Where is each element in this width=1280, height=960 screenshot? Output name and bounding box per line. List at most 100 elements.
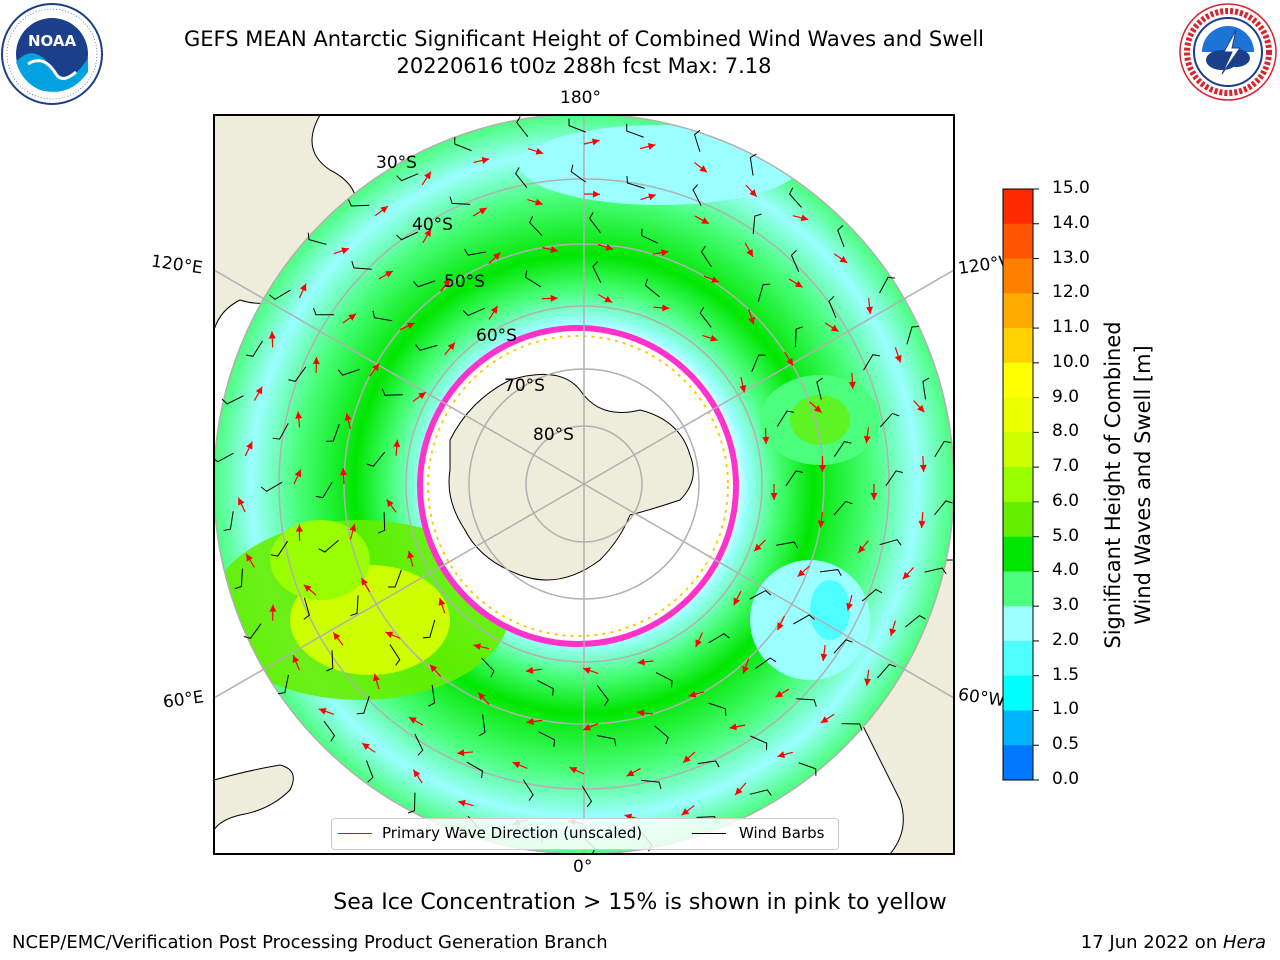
wind-barb	[422, 619, 436, 639]
wind-barb	[776, 541, 799, 549]
wave-arrow-head	[385, 631, 394, 639]
wind-barb	[885, 470, 903, 487]
wind-barb	[833, 639, 853, 654]
wind-barb	[596, 735, 617, 746]
wind-barb	[693, 129, 701, 152]
colorbar-label: Significant Height of Combined Wind Wave…	[1098, 305, 1158, 665]
wave-arrow-head	[775, 690, 784, 698]
wave-arrow-head	[386, 499, 394, 508]
wind-barb	[692, 184, 702, 207]
wave-arrow-head	[818, 465, 826, 473]
wave-arrow-head	[636, 709, 645, 717]
wind-barb	[415, 344, 438, 351]
wind-barb	[348, 199, 370, 207]
wave-arrow-head	[349, 523, 357, 532]
wave-arrow-head	[295, 411, 303, 419]
wind-barb	[449, 196, 471, 205]
wind-barb	[879, 539, 902, 546]
wind-barb	[315, 481, 333, 499]
colorbar-tick-label: 10.0	[1052, 351, 1090, 372]
wind-barb	[570, 164, 587, 183]
wind-barb	[879, 276, 896, 294]
wind-barb	[366, 451, 386, 467]
wind-barb	[793, 614, 815, 625]
wave-arrow-head	[535, 198, 543, 206]
wave-arrow-head	[478, 692, 486, 701]
colorbar-tick-label: 1.0	[1052, 699, 1080, 720]
wave-arrow-head	[688, 690, 697, 698]
wave-arrow-head	[438, 598, 446, 606]
wind-barb	[313, 307, 335, 316]
wave-arrow-head	[407, 550, 414, 559]
wave-arrow-head	[863, 435, 871, 444]
wave-arrow-head	[458, 799, 466, 807]
nws-logo	[1179, 3, 1277, 101]
wave-arrow-head	[820, 716, 829, 724]
wave-arrow-head	[292, 655, 300, 664]
wave-arrow-head	[362, 743, 370, 751]
wave-arrow-head	[535, 148, 544, 155]
wave-arrow-head	[681, 808, 690, 816]
wind-barb	[837, 225, 845, 248]
wave-arrow-head	[870, 493, 878, 500]
wind-barb	[750, 735, 768, 751]
footer-host: Hera	[1222, 932, 1266, 953]
wave-arrow-head	[786, 357, 794, 366]
wind-barb	[588, 212, 601, 233]
wind-barb	[323, 720, 336, 742]
wave-arrow-head	[662, 304, 670, 312]
wind-barb	[861, 588, 883, 602]
wind-barb	[700, 245, 712, 268]
wave-arrow-head	[294, 469, 301, 478]
wind-barb	[828, 295, 837, 318]
wind-barb	[454, 136, 472, 152]
wind-barb	[749, 589, 772, 600]
wave-arrow-head	[846, 602, 853, 611]
wave-arrow-head	[447, 342, 455, 351]
wave-arrow-head	[550, 294, 558, 302]
wave-arrow-head	[699, 165, 707, 173]
wind-barb	[906, 325, 919, 345]
wave-arrow-head	[864, 678, 872, 686]
latitude-labels: 30°S 40°S 50°S 60°S 70°S 80°S	[376, 153, 574, 445]
wave-arrow-head	[478, 207, 487, 215]
wind-barb	[794, 326, 803, 348]
wave-arrow-head	[848, 381, 856, 389]
wind-barb	[389, 644, 401, 666]
wind-barb	[654, 725, 669, 745]
wind-barb	[326, 424, 340, 442]
legend-barb-swatch	[692, 833, 726, 834]
wind-barb	[381, 388, 403, 396]
wave-arrow-head	[762, 436, 770, 444]
wave-arrow-head	[746, 249, 753, 257]
wave-arrow-head	[917, 404, 925, 413]
wave-arrow-head	[739, 385, 747, 393]
wind-barb	[529, 216, 543, 236]
wind-barb	[414, 733, 424, 756]
wind-barb	[626, 175, 645, 189]
wind-barbs	[214, 116, 953, 854]
wind-barb	[396, 173, 419, 182]
wave-arrow-head	[372, 363, 380, 372]
wave-arrow-head	[246, 441, 253, 450]
wind-barb	[626, 123, 644, 138]
wind-barb	[755, 657, 777, 669]
map-plot-area	[214, 115, 954, 854]
lat-label-60: 60°S	[476, 326, 517, 346]
noaa-logo: NOAA	[1, 3, 103, 105]
map-frame	[213, 114, 955, 855]
wave-arrow-head	[424, 229, 431, 237]
wind-barb	[372, 310, 393, 322]
wave-arrow-head	[661, 249, 669, 257]
colorbar-tick-label: 1.5	[1052, 664, 1080, 685]
wave-arrow-head	[591, 138, 600, 146]
wind-barb	[749, 153, 757, 176]
wind-barb	[592, 261, 602, 284]
wave-arrow-head	[418, 392, 426, 400]
wind-barb	[697, 760, 720, 768]
wind-barb	[788, 187, 802, 208]
wave-arrow-head	[701, 217, 710, 224]
wave-arrow-head	[268, 331, 276, 339]
lat-label-70: 70°S	[504, 376, 545, 396]
wind-barb	[303, 597, 310, 620]
